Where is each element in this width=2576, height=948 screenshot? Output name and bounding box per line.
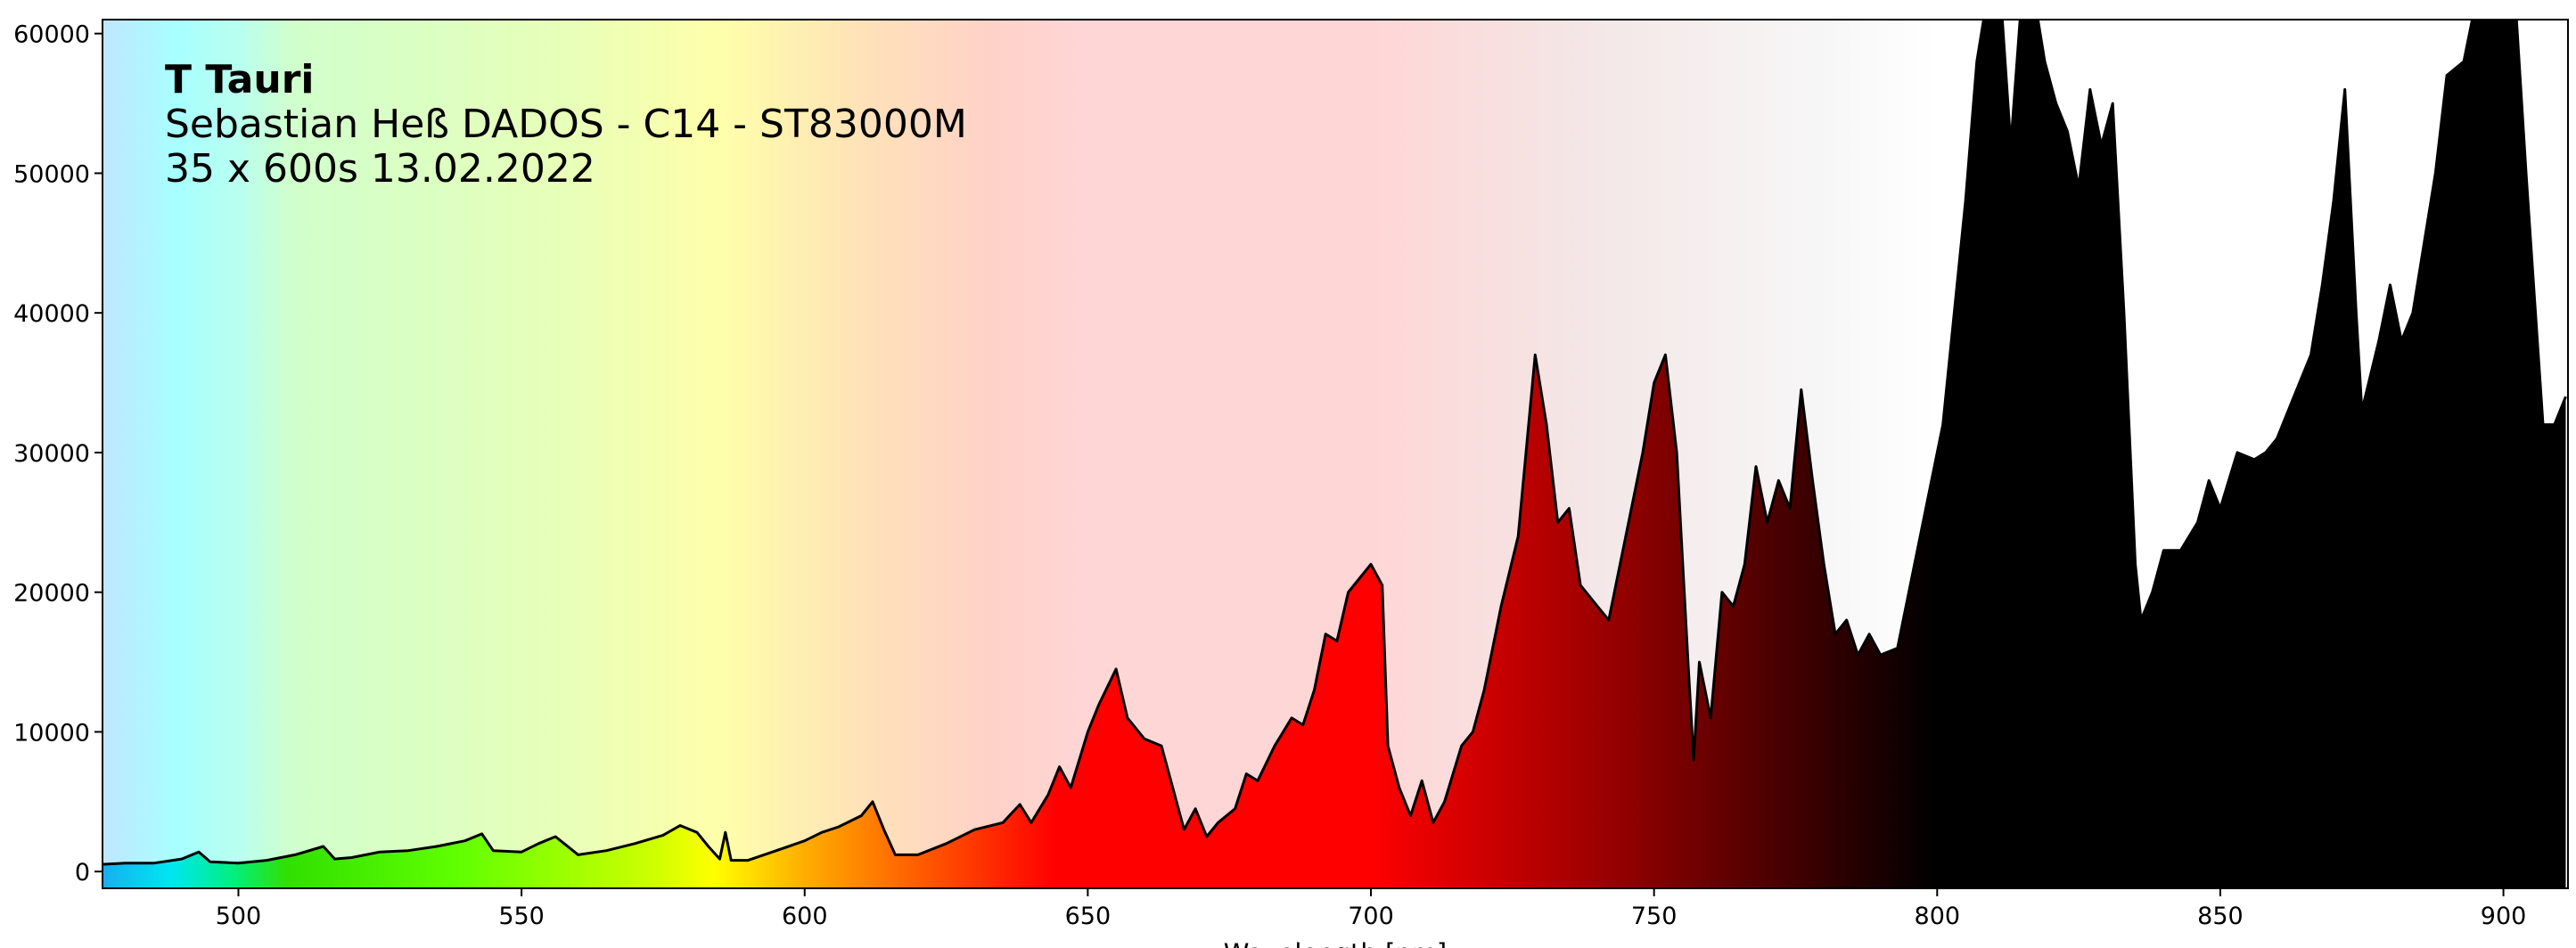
x-tick-label: 650 (1065, 903, 1112, 930)
y-tick-label: 20000 (13, 580, 90, 608)
chart-subtitle: 35 x 600s 13.02.2022 (165, 146, 595, 192)
x-tick-label: 700 (1348, 903, 1394, 930)
y-tick-label: 0 (75, 859, 90, 887)
y-tick-label: 60000 (13, 21, 90, 49)
y-tick-label: 40000 (13, 300, 90, 328)
x-tick-label: 750 (1631, 903, 1678, 930)
chart-subtitle: Sebastian Heß DADOS - C14 - ST83000M (165, 102, 967, 147)
x-tick-label: 900 (2481, 903, 2527, 930)
plot-area (103, 20, 2567, 888)
x-tick-label: 500 (216, 903, 262, 930)
x-tick-label: 800 (1915, 903, 1961, 930)
x-tick-label: 600 (782, 903, 828, 930)
chart-title: T Tauri (165, 57, 314, 102)
y-tick-label: 10000 (13, 719, 90, 747)
spectrum-fill (103, 20, 2566, 888)
x-tick-label: 550 (498, 903, 545, 930)
x-axis-label: Wavelength [nm] (1224, 938, 1448, 948)
plot-frame (102, 19, 2569, 889)
spectrum-line (103, 20, 2567, 866)
y-tick-label: 50000 (13, 160, 90, 188)
x-tick-label: 850 (2197, 903, 2244, 930)
y-tick-label: 30000 (13, 440, 90, 468)
